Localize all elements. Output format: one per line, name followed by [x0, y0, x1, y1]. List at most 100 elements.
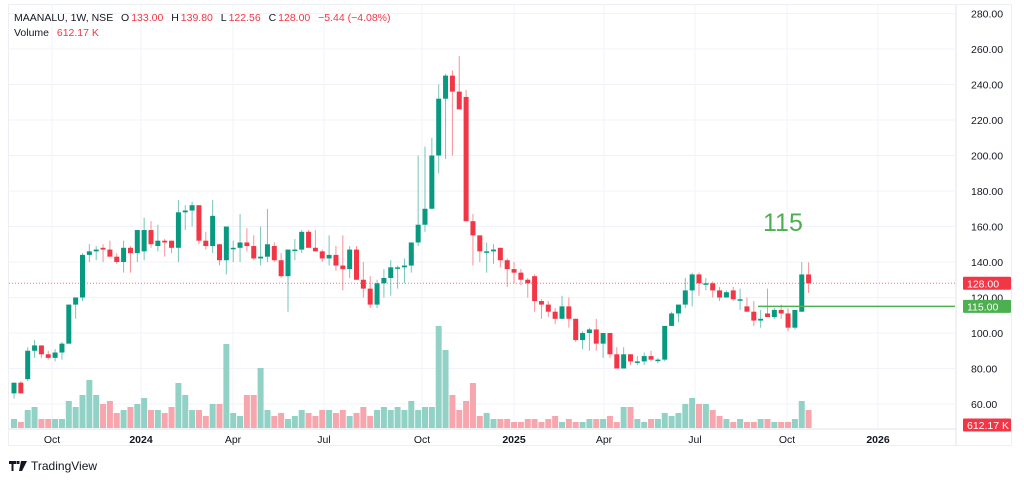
candle-body[interactable]	[792, 309, 798, 328]
candle-body[interactable]	[381, 277, 387, 284]
candle-body[interactable]	[93, 249, 99, 252]
candle-body[interactable]	[326, 254, 332, 259]
candle-body[interactable]	[463, 96, 469, 222]
candle-body[interactable]	[778, 309, 784, 314]
candle-body[interactable]	[648, 356, 654, 360]
candle-body[interactable]	[538, 301, 544, 305]
candle-body[interactable]	[306, 231, 312, 248]
candle-body[interactable]	[52, 352, 58, 358]
candle-body[interactable]	[545, 304, 551, 312]
candle-body[interactable]	[175, 212, 181, 248]
candle-body[interactable]	[134, 230, 140, 254]
candle-body[interactable]	[621, 354, 627, 369]
candle-body[interactable]	[628, 354, 633, 362]
candle-body[interactable]	[312, 247, 318, 252]
candle-body[interactable]	[497, 247, 503, 261]
candle-body[interactable]	[525, 279, 531, 284]
candle-body[interactable]	[148, 230, 154, 245]
candle-body[interactable]	[669, 313, 675, 326]
candle-body[interactable]	[292, 249, 298, 252]
candle-body[interactable]	[614, 354, 620, 369]
candle-body[interactable]	[264, 244, 270, 257]
candle-body[interactable]	[59, 343, 65, 353]
candle-body[interactable]	[340, 265, 346, 270]
candle-body[interactable]	[518, 272, 524, 280]
candle-body[interactable]	[449, 75, 455, 92]
candle-body[interactable]	[484, 251, 490, 253]
candle-body[interactable]	[11, 382, 17, 394]
candle-body[interactable]	[477, 235, 483, 252]
candle-body[interactable]	[86, 251, 92, 255]
candle-body[interactable]	[162, 240, 168, 243]
candle-body[interactable]	[285, 249, 291, 277]
candle-body[interactable]	[710, 283, 716, 291]
candle-body[interactable]	[682, 290, 688, 305]
candle-body[interactable]	[107, 249, 113, 257]
candle-body[interactable]	[566, 306, 572, 319]
candle-body[interactable]	[189, 205, 195, 211]
candle-body[interactable]	[244, 242, 250, 247]
candle-body[interactable]	[38, 345, 44, 355]
candle-body[interactable]	[771, 309, 777, 318]
candle-body[interactable]	[169, 240, 175, 248]
candle-body[interactable]	[532, 276, 538, 302]
candle-body[interactable]	[127, 247, 133, 254]
candle-body[interactable]	[32, 345, 38, 351]
candle-body[interactable]	[347, 249, 353, 270]
candle-body[interactable]	[354, 249, 359, 280]
candle-body[interactable]	[360, 279, 366, 289]
candle-body[interactable]	[491, 249, 496, 252]
candle-body[interactable]	[717, 290, 723, 298]
candle-body[interactable]	[230, 247, 236, 250]
candle-body[interactable]	[504, 260, 510, 270]
candle-body[interactable]	[251, 246, 257, 259]
candle-body[interactable]	[25, 350, 31, 380]
candle-body[interactable]	[696, 274, 702, 284]
candle-body[interactable]	[573, 318, 579, 341]
candle-body[interactable]	[703, 283, 709, 285]
candle-body[interactable]	[655, 359, 661, 362]
candle-body[interactable]	[689, 274, 695, 291]
candle-body[interactable]	[511, 269, 517, 273]
candle-body[interactable]	[422, 208, 428, 225]
candle-body[interactable]	[100, 247, 106, 250]
candle-body[interactable]	[395, 267, 401, 269]
candle-body[interactable]	[662, 325, 668, 360]
candle-body[interactable]	[278, 260, 284, 277]
candle-body[interactable]	[744, 306, 750, 312]
candle-body[interactable]	[45, 354, 51, 358]
candle-body[interactable]	[559, 306, 565, 319]
branding[interactable]: TradingView	[9, 459, 97, 473]
candle-body[interactable]	[737, 299, 743, 301]
candle-body[interactable]	[765, 313, 770, 318]
candle-body[interactable]	[374, 283, 380, 305]
candle-body[interactable]	[799, 274, 805, 312]
candle-body[interactable]	[730, 290, 736, 300]
candle-body[interactable]	[155, 240, 161, 247]
candle-body[interactable]	[333, 254, 339, 266]
candle-body[interactable]	[223, 226, 229, 261]
candle-body[interactable]	[80, 254, 85, 298]
candle-body[interactable]	[73, 297, 79, 305]
candle-body[interactable]	[203, 240, 209, 247]
candle-body[interactable]	[141, 230, 147, 252]
candle-body[interactable]	[271, 246, 277, 261]
candle-body[interactable]	[408, 242, 414, 266]
candle-body[interactable]	[217, 244, 222, 261]
candle-body[interactable]	[758, 318, 764, 321]
candle-body[interactable]	[443, 75, 449, 99]
candle-body[interactable]	[607, 333, 613, 355]
candle-body[interactable]	[114, 256, 120, 262]
candle-body[interactable]	[580, 333, 586, 341]
candle-body[interactable]	[18, 382, 24, 394]
candle-body[interactable]	[66, 304, 72, 344]
candle-body[interactable]	[367, 288, 373, 305]
candle-body[interactable]	[388, 267, 394, 278]
candle-body[interactable]	[785, 313, 791, 328]
candle-body[interactable]	[237, 242, 243, 248]
annotation-label[interactable]: 115	[763, 209, 803, 237]
candle-body[interactable]	[121, 247, 127, 262]
candle-body[interactable]	[456, 91, 462, 110]
candle-body[interactable]	[258, 256, 264, 259]
